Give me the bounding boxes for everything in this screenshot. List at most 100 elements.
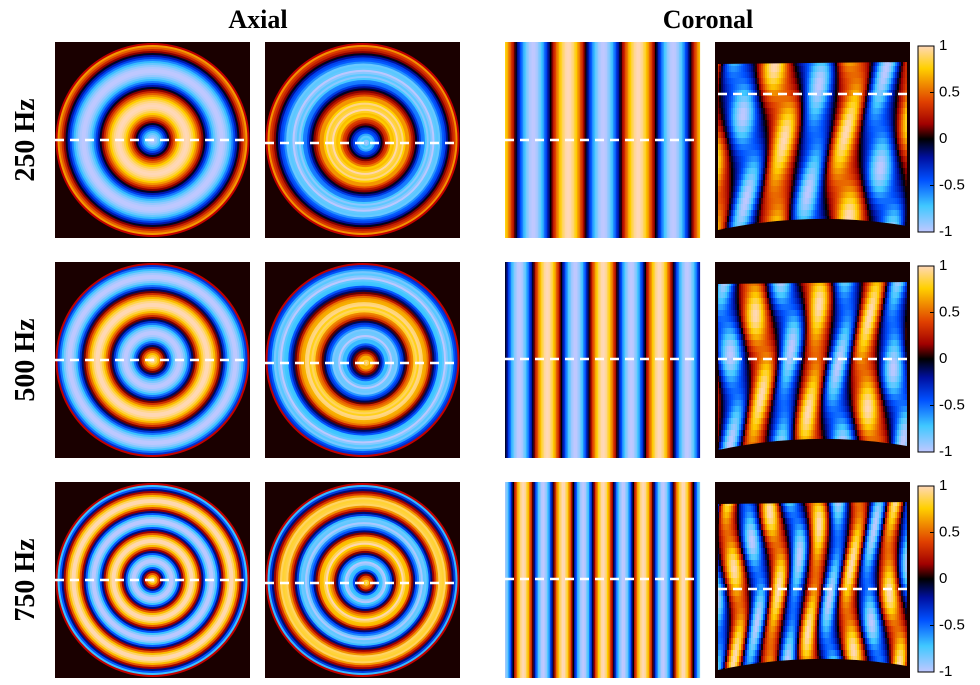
wave-cell — [743, 192, 745, 198]
wave-cell — [817, 126, 819, 132]
wave-cell — [827, 192, 829, 198]
wave-cell — [751, 150, 753, 156]
wave-cell — [891, 162, 893, 168]
wave-stripe — [699, 262, 701, 458]
wave-cell — [769, 192, 771, 198]
wave-cell — [893, 310, 895, 316]
wave-cell — [871, 204, 873, 210]
wave-cell — [903, 210, 905, 216]
wave-cell — [791, 72, 793, 78]
wave-cell — [867, 310, 869, 316]
wave-cell — [739, 96, 741, 102]
wave-cell — [813, 138, 815, 144]
wave-cell — [805, 66, 807, 72]
wave-cell — [897, 322, 899, 328]
wave-cell — [805, 150, 807, 156]
wave-cell — [781, 192, 783, 198]
wave-cell — [881, 120, 883, 126]
wave-cell — [775, 126, 777, 132]
wave-cell — [889, 186, 891, 192]
wave-cell — [845, 168, 847, 174]
wave-cell — [879, 84, 881, 90]
wave-cell — [857, 304, 859, 310]
wave-cell — [763, 126, 765, 132]
wave-cell — [857, 334, 859, 340]
wave-cell — [739, 322, 741, 328]
wave-cell — [835, 328, 837, 334]
wave-cell — [799, 204, 801, 210]
wave-cell — [827, 138, 829, 144]
wave-cell — [891, 96, 893, 102]
wave-cell — [737, 132, 739, 138]
wave-cell — [849, 150, 851, 156]
wave-cell — [811, 286, 813, 292]
wave-cell — [881, 298, 883, 304]
wave-cell — [859, 334, 861, 340]
wave-cell — [789, 78, 791, 84]
wave-cell — [881, 322, 883, 328]
wave-cell — [755, 174, 757, 180]
wave-cell — [747, 204, 749, 210]
wave-cell — [779, 186, 781, 192]
wave-cell — [835, 192, 837, 198]
wave-cell — [825, 334, 827, 340]
wave-cell — [789, 126, 791, 132]
wave-cell — [741, 316, 743, 322]
wave-cell — [747, 192, 749, 198]
wave-cell — [759, 198, 761, 204]
wave-cell — [721, 328, 723, 334]
wave-cell — [827, 96, 829, 102]
wave-cell — [873, 84, 875, 90]
wave-cell — [765, 72, 767, 78]
wave-cell — [885, 322, 887, 328]
wave-cell — [747, 144, 749, 150]
wave-cell — [753, 66, 755, 72]
wave-cell — [747, 150, 749, 156]
wave-cell — [833, 78, 835, 84]
wave-cell — [883, 84, 885, 90]
wave-cell — [789, 96, 791, 102]
wave-cell — [857, 108, 859, 114]
wave-cell — [729, 334, 731, 340]
wave-cell — [861, 162, 863, 168]
wave-cell — [877, 150, 879, 156]
wave-cell — [831, 168, 833, 174]
wave-cell — [905, 204, 907, 210]
wave-cell — [827, 304, 829, 310]
wave-cell — [793, 132, 795, 138]
wave-cell — [787, 174, 789, 180]
wave-cell — [729, 96, 731, 102]
wave-cell — [777, 96, 779, 102]
wave-cell — [811, 126, 813, 132]
wave-stripe — [699, 42, 701, 238]
wave-cell — [901, 102, 903, 108]
wave-cell — [787, 204, 789, 210]
wave-cell — [797, 84, 799, 90]
wave-cell — [903, 198, 905, 204]
wave-cell — [785, 210, 787, 216]
wave-cell — [847, 304, 849, 310]
wave-cell — [865, 198, 867, 204]
wave-cell — [721, 72, 723, 78]
wave-cell — [833, 180, 835, 186]
wave-cell — [761, 216, 763, 222]
wave-cell — [841, 198, 843, 204]
wave-cell — [889, 216, 891, 222]
wave-cell — [837, 328, 839, 334]
wave-cell — [855, 120, 857, 126]
wave-cell — [803, 144, 805, 150]
wave-cell — [821, 138, 823, 144]
wave-cell — [889, 72, 891, 78]
wave-cell — [797, 286, 799, 292]
wave-cell — [735, 334, 737, 340]
wave-cell — [789, 304, 791, 310]
wave-cell — [893, 298, 895, 304]
wave-cell — [777, 210, 779, 216]
wave-cell — [807, 292, 809, 298]
wave-cell — [753, 304, 755, 310]
wave-cell — [867, 96, 869, 102]
wave-cell — [799, 138, 801, 144]
wave-cell — [781, 286, 783, 292]
wave-cell — [777, 192, 779, 198]
wave-cell — [733, 286, 735, 292]
